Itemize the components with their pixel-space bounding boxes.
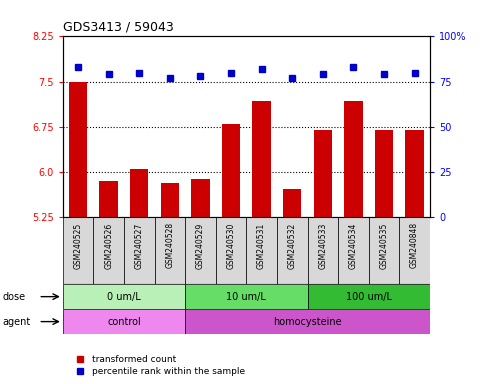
Text: GSM240525: GSM240525	[73, 222, 83, 268]
Bar	[344, 101, 363, 217]
Text: GSM240528: GSM240528	[165, 222, 174, 268]
Bar	[283, 189, 301, 217]
Text: GSM240534: GSM240534	[349, 222, 358, 269]
Text: homocysteine: homocysteine	[273, 316, 342, 327]
Text: GSM240526: GSM240526	[104, 222, 113, 268]
Bar	[338, 217, 369, 284]
Text: control: control	[107, 316, 141, 327]
Bar	[130, 169, 148, 217]
Bar	[63, 284, 185, 309]
Bar	[155, 217, 185, 284]
Bar	[185, 309, 430, 334]
Legend: transformed count, percentile rank within the sample: transformed count, percentile rank withi…	[67, 352, 248, 379]
Bar	[69, 82, 87, 217]
Bar	[99, 181, 118, 217]
Bar	[93, 217, 124, 284]
Text: GSM240530: GSM240530	[227, 222, 236, 269]
Text: dose: dose	[2, 291, 26, 302]
Text: GSM240529: GSM240529	[196, 222, 205, 268]
Bar	[313, 130, 332, 217]
Text: GSM240527: GSM240527	[135, 222, 144, 268]
Text: GSM240848: GSM240848	[410, 222, 419, 268]
Text: agent: agent	[2, 316, 30, 327]
Text: 10 um/L: 10 um/L	[227, 291, 266, 302]
Text: 100 um/L: 100 um/L	[346, 291, 392, 302]
Bar	[124, 217, 155, 284]
Bar	[308, 217, 338, 284]
Bar	[308, 284, 430, 309]
Bar	[185, 217, 216, 284]
Bar	[253, 101, 271, 217]
Text: GDS3413 / 59043: GDS3413 / 59043	[63, 21, 173, 34]
Bar	[277, 217, 308, 284]
Bar	[63, 309, 185, 334]
Bar	[375, 130, 393, 217]
Text: GSM240532: GSM240532	[288, 222, 297, 268]
Bar	[63, 217, 93, 284]
Bar	[246, 217, 277, 284]
Text: GSM240531: GSM240531	[257, 222, 266, 268]
Text: GSM240533: GSM240533	[318, 222, 327, 269]
Text: GSM240535: GSM240535	[380, 222, 388, 269]
Bar	[216, 217, 246, 284]
Bar	[161, 183, 179, 217]
Bar	[222, 124, 240, 217]
Bar	[185, 284, 308, 309]
Bar	[369, 217, 399, 284]
Text: 0 um/L: 0 um/L	[107, 291, 141, 302]
Bar	[191, 179, 210, 217]
Bar	[399, 217, 430, 284]
Bar	[405, 130, 424, 217]
